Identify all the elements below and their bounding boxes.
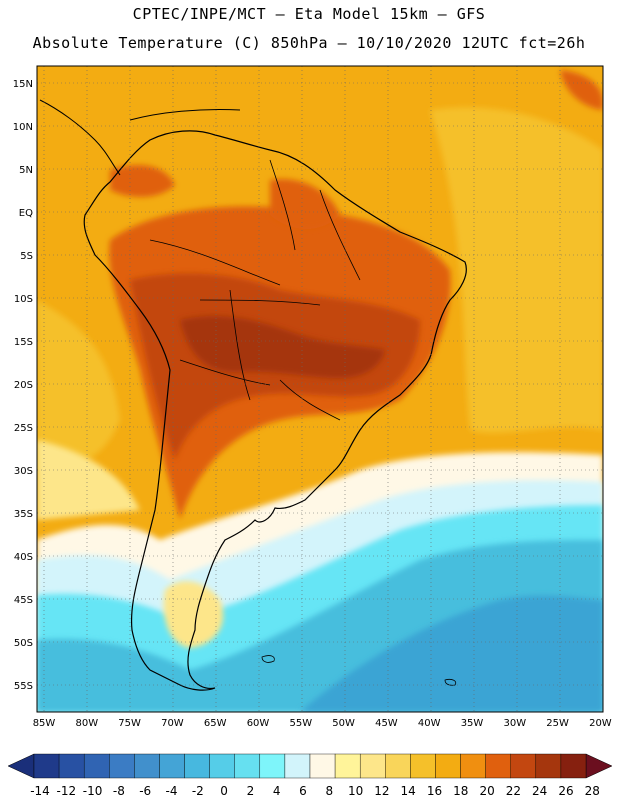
colorbar-swatch	[385, 753, 411, 779]
lon-label: 70W	[161, 718, 184, 729]
colorbar-label: -2	[192, 784, 204, 798]
colorbar-label: 22	[506, 784, 521, 798]
lon-label: 75W	[118, 718, 141, 729]
colorbar-right-arrow	[585, 753, 613, 779]
lon-label: 25W	[546, 718, 569, 729]
central-america-outline	[39, 99, 241, 176]
colorbar-swatch	[435, 753, 461, 779]
colorbar-label: -14	[30, 784, 50, 798]
blue-band	[300, 595, 603, 712]
lon-label: 80W	[75, 718, 98, 729]
lat-label: 5N	[19, 165, 33, 176]
colorbar-label: -6	[139, 784, 151, 798]
colorbar-label: -10	[83, 784, 103, 798]
lon-label: 65W	[204, 718, 227, 729]
colorbar-swatch	[58, 753, 85, 779]
yellow-pacific-band	[37, 300, 120, 470]
lat-label: EQ	[19, 208, 33, 219]
colorbar-swatch	[284, 753, 311, 779]
colorbar-label: -12	[56, 784, 76, 798]
lat-label: 20S	[14, 380, 33, 391]
lon-label: 85W	[33, 718, 56, 729]
lat-label: 10N	[13, 122, 33, 133]
lon-label: 60W	[247, 718, 270, 729]
colorbar-label: 26	[558, 784, 573, 798]
colorbar-swatch	[309, 753, 336, 779]
colorbar-label: 8	[325, 784, 333, 798]
colorbar-swatch	[460, 753, 486, 779]
lon-label: 35W	[461, 718, 484, 729]
colorbar-label: 12	[374, 784, 389, 798]
latitude-labels: 15N 10N 5N EQ 5S 10S 15S 20S 25S 30S 35S 40S 45S 50S 5…	[13, 79, 33, 692]
country-borders	[149, 159, 361, 421]
longitude-labels: 85W 80W 75W 70W 65W 60W 55W 50W 45W 40W 35W 30W 25W 2…	[33, 718, 612, 729]
yellow-ocean-band	[430, 107, 603, 433]
pale-yellow-pacific	[37, 440, 140, 520]
falklands-outline	[261, 655, 275, 663]
colorbar-swatch	[134, 753, 160, 779]
colorbar-label: 14	[401, 784, 416, 798]
colorbar-swatch	[560, 753, 587, 779]
lat-label: 15S	[14, 337, 33, 348]
colorbar-swatch	[359, 753, 386, 779]
colorbar-label: -8	[113, 784, 125, 798]
colorbar-swatch	[234, 753, 261, 779]
colorbar-label: 28	[585, 784, 600, 798]
colorbar-swatch	[109, 753, 135, 779]
title-line-2: Absolute Temperature (C) 850hPa – 10/10/…	[32, 34, 586, 52]
lat-label: 5S	[20, 251, 33, 262]
colorbar-label: 20	[479, 784, 494, 798]
title-line-1: CPTEC/INPE/MCT – Eta Model 15km – GFS	[132, 5, 486, 23]
colorbar-label: 2	[247, 784, 255, 798]
lat-label: 45S	[14, 595, 33, 606]
colorbar-swatch	[159, 753, 185, 779]
lon-label: 50W	[332, 718, 355, 729]
temperature-field	[37, 66, 603, 712]
lon-label: 30W	[503, 718, 526, 729]
south-america-outline	[83, 130, 467, 691]
lat-label: 50S	[14, 638, 33, 649]
colorbar-label: 0	[220, 784, 228, 798]
colorbar-swatch	[535, 753, 562, 779]
colorbar-label: 6	[299, 784, 307, 798]
colorbar-swatch	[83, 753, 110, 779]
colorbar-swatch	[184, 753, 210, 779]
colorbar-swatch	[485, 753, 511, 779]
lat-label: 55S	[14, 681, 33, 692]
colorbar-label: 16	[427, 784, 442, 798]
colorbar-label: 4	[273, 784, 281, 798]
lat-label: 15N	[13, 79, 33, 90]
hot-caribbean-patch	[560, 70, 603, 110]
colorbar-left-arrow	[7, 753, 35, 779]
colorbar-swatch	[510, 753, 537, 779]
lon-label: 40W	[418, 718, 441, 729]
colorbar-label: -4	[166, 784, 178, 798]
colorbar-swatch	[259, 753, 286, 779]
colorbar-swatch	[33, 753, 60, 779]
lat-label: 30S	[14, 466, 33, 477]
colorbar-swatch	[334, 753, 361, 779]
lon-label: 20W	[589, 718, 612, 729]
hottest-core	[180, 315, 385, 379]
colorbar-label: 10	[348, 784, 363, 798]
lat-label: 25S	[14, 423, 33, 434]
colorbar-swatch	[209, 753, 235, 779]
lat-label: 40S	[14, 552, 33, 563]
patagonia-warm-patch	[163, 581, 224, 648]
colorbar-label: 18	[453, 784, 468, 798]
colorbar-label: 24	[532, 784, 547, 798]
lon-label: 55W	[289, 718, 312, 729]
lat-label: 10S	[14, 294, 33, 305]
lon-label: 45W	[375, 718, 398, 729]
south-georgia-outline	[444, 678, 457, 686]
colorbar-swatch	[410, 753, 436, 779]
map-frame	[36, 65, 604, 713]
hot-northwest	[110, 165, 175, 197]
colorbar: -14 -12 -10 -8 -6 -4 -2 0 2 4 6 8 10 12 14 16 18 20 22 24 26…	[7, 753, 613, 798]
lat-label: 35S	[14, 509, 33, 520]
